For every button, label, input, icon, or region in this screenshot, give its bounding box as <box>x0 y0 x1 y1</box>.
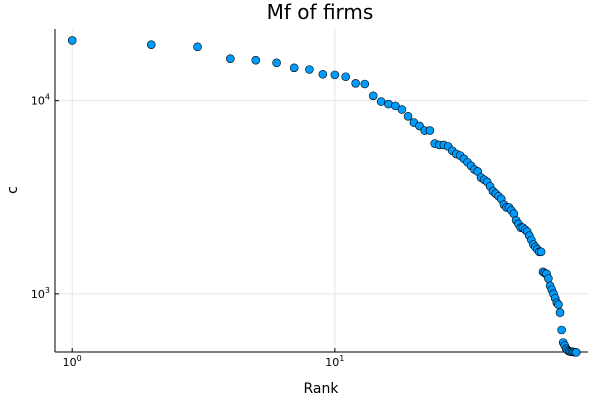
y-axis-label: c <box>5 186 21 194</box>
data-point <box>351 79 360 88</box>
data-point <box>289 63 299 73</box>
grid <box>55 29 588 352</box>
y-tick-label: 103 <box>31 286 50 301</box>
data-point <box>272 58 281 68</box>
data-point <box>571 348 581 357</box>
data-point <box>391 101 400 111</box>
data-point <box>403 112 413 121</box>
data-point <box>67 36 77 45</box>
data-point <box>193 42 202 52</box>
data-point <box>544 274 553 283</box>
data-point <box>330 70 340 80</box>
chart-title: Mf of firms <box>267 0 374 24</box>
ticks: 100 101 103 104 <box>31 93 344 369</box>
data-points <box>67 36 581 357</box>
data-point <box>341 72 351 82</box>
data-point <box>376 97 386 106</box>
axes <box>54 29 588 353</box>
data-point <box>425 126 435 135</box>
data-point <box>305 65 314 74</box>
x-tick-label: 100 <box>63 354 82 369</box>
x-axis-label: Rank <box>304 381 340 397</box>
data-point <box>251 55 261 65</box>
data-point <box>536 247 546 257</box>
data-point <box>557 325 566 335</box>
data-point <box>555 308 565 317</box>
data-point <box>146 40 156 49</box>
y-tick-label: 104 <box>31 93 50 108</box>
data-point <box>554 300 563 309</box>
data-point <box>318 69 328 79</box>
data-point <box>360 79 370 89</box>
data-point <box>397 105 407 114</box>
x-tick-label: 101 <box>325 354 344 369</box>
data-point <box>226 54 235 63</box>
data-point <box>368 91 378 101</box>
